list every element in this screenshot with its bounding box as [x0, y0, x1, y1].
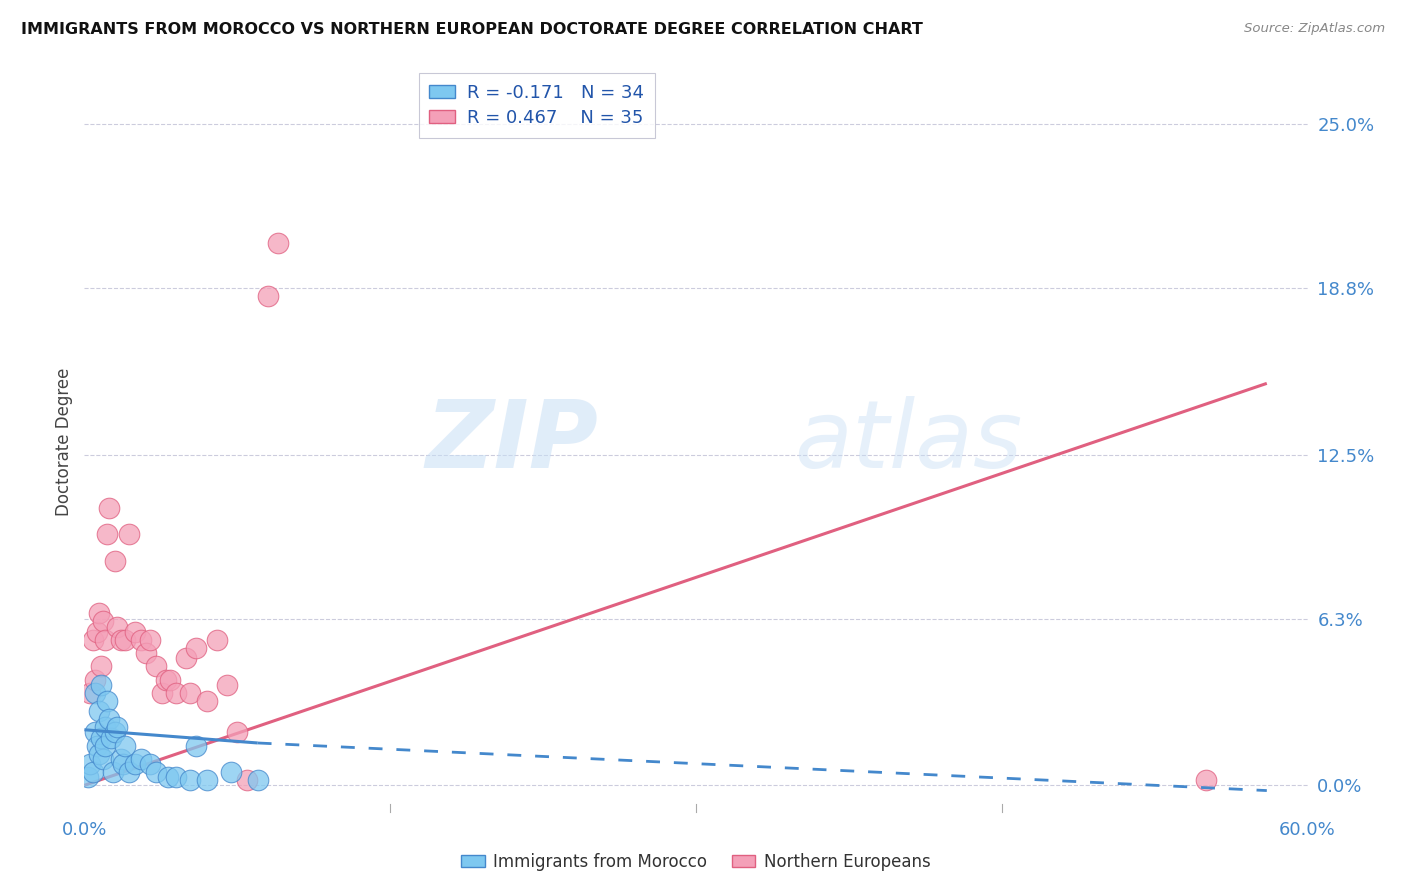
Point — [186, 640, 208, 655]
Point — [124, 624, 146, 639]
Point — [90, 678, 112, 692]
Point — [159, 673, 181, 687]
Point — [174, 651, 197, 665]
Point — [195, 772, 218, 787]
Point — [83, 686, 105, 700]
Point — [86, 739, 108, 753]
Text: ZIP: ZIP — [425, 395, 598, 488]
Point — [96, 694, 118, 708]
Point — [150, 686, 173, 700]
Point — [267, 236, 290, 251]
Point — [97, 712, 120, 726]
Point — [131, 632, 153, 647]
Point — [79, 757, 101, 772]
Y-axis label: Doctorate Degree: Doctorate Degree — [55, 368, 73, 516]
Point — [91, 752, 114, 766]
Point — [87, 747, 110, 761]
Point — [179, 686, 201, 700]
Point — [205, 632, 228, 647]
Text: Source: ZipAtlas.com: Source: ZipAtlas.com — [1244, 22, 1385, 36]
Point — [90, 659, 112, 673]
Point — [93, 720, 115, 734]
Text: IMMIGRANTS FROM MOROCCO VS NORTHERN EUROPEAN DOCTORATE DEGREE CORRELATION CHART: IMMIGRANTS FROM MOROCCO VS NORTHERN EURO… — [21, 22, 922, 37]
Point — [93, 632, 115, 647]
Point — [105, 720, 128, 734]
Point — [195, 694, 218, 708]
Point — [101, 765, 124, 780]
Point — [135, 646, 157, 660]
Point — [105, 620, 128, 634]
Point — [138, 632, 160, 647]
Legend: Immigrants from Morocco, Northern Europeans: Immigrants from Morocco, Northern Europe… — [454, 847, 938, 878]
Point — [179, 772, 201, 787]
Point — [155, 673, 177, 687]
Point — [82, 765, 104, 780]
Point — [97, 500, 120, 515]
Point — [145, 765, 167, 780]
Point — [96, 527, 118, 541]
Point — [86, 624, 108, 639]
Point — [87, 607, 110, 621]
Point — [83, 673, 105, 687]
Point — [246, 772, 269, 787]
Point — [87, 704, 110, 718]
Point — [114, 632, 136, 647]
Point — [131, 752, 153, 766]
Point — [104, 725, 127, 739]
Point — [83, 725, 105, 739]
Point — [217, 678, 239, 692]
Point — [114, 739, 136, 753]
Point — [110, 752, 132, 766]
Point — [226, 725, 249, 739]
Point — [93, 739, 115, 753]
Point — [112, 757, 135, 772]
Point — [165, 686, 187, 700]
Point — [118, 527, 141, 541]
Point — [1195, 772, 1218, 787]
Point — [77, 770, 100, 784]
Point — [90, 731, 112, 745]
Point — [156, 770, 179, 784]
Point — [104, 553, 127, 567]
Point — [82, 632, 104, 647]
Point — [124, 757, 146, 772]
Point — [91, 615, 114, 629]
Point — [79, 686, 101, 700]
Point — [186, 739, 208, 753]
Point — [118, 765, 141, 780]
Point — [257, 289, 280, 303]
Text: atlas: atlas — [794, 396, 1022, 487]
Point — [100, 731, 122, 745]
Point — [145, 659, 167, 673]
Point — [138, 757, 160, 772]
Point — [236, 772, 259, 787]
Point — [219, 765, 242, 780]
Point — [110, 632, 132, 647]
Point — [165, 770, 187, 784]
